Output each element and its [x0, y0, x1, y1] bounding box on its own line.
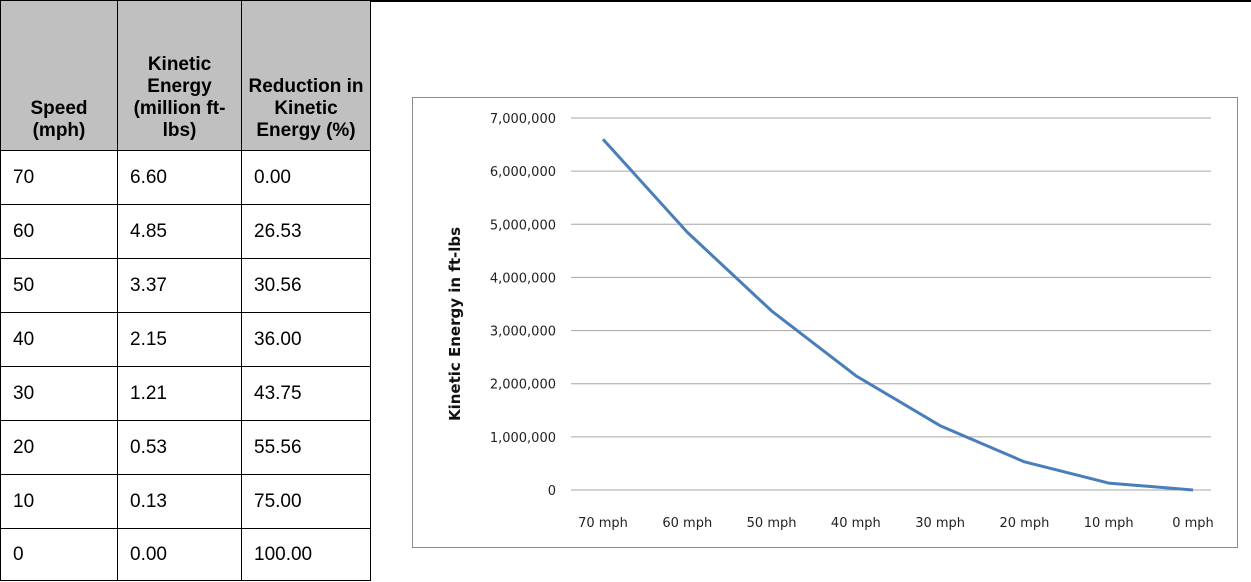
- x-tick-label: 40 mph: [831, 516, 881, 531]
- table-row: 60 4.85 26.53: [0, 204, 371, 259]
- y-tick-label: 1,000,000: [490, 431, 556, 446]
- cell-speed: 70: [0, 150, 118, 205]
- y-tick-label: 7,000,000: [490, 112, 556, 127]
- cell-reduction: 100.00: [241, 528, 371, 581]
- table-row: 40 2.15 36.00: [0, 312, 371, 367]
- cell-reduction: 43.75: [241, 366, 371, 421]
- y-axis-title: Kinetic Energy in ft-lbs: [446, 227, 464, 421]
- cell-speed: 40: [0, 312, 118, 367]
- cell-reduction: 0.00: [241, 150, 371, 205]
- table-row: 10 0.13 75.00: [0, 474, 371, 529]
- cell-kinetic-energy: 1.21: [117, 366, 242, 421]
- x-tick-label: 10 mph: [1084, 516, 1134, 531]
- table-row: 70 6.60 0.00: [0, 150, 371, 205]
- cell-speed: 30: [0, 366, 118, 421]
- table-row: 30 1.21 43.75: [0, 366, 371, 421]
- header-reduction: Reduction in Kinetic Energy (%): [241, 0, 371, 151]
- y-tick-label: 0: [548, 484, 556, 499]
- cell-reduction: 26.53: [241, 204, 371, 259]
- x-tick-label: 70 mph: [578, 516, 628, 531]
- cell-speed: 10: [0, 474, 118, 529]
- cell-speed: 60: [0, 204, 118, 259]
- header-speed: Speed (mph): [0, 0, 118, 151]
- cell-speed: 20: [0, 420, 118, 475]
- header-kinetic-energy: Kinetic Energy (million ft-lbs): [117, 0, 242, 151]
- chart-svg: 7,000,000 6,000,000 5,000,000 4,000,000 3,00…: [446, 112, 1214, 531]
- cell-kinetic-energy: 6.60: [117, 150, 242, 205]
- x-tick-label: 30 mph: [915, 516, 965, 531]
- top-rule: [0, 0, 1251, 2]
- y-tick-label: 2,000,000: [490, 378, 556, 393]
- kinetic-energy-chart: 7,000,000 6,000,000 5,000,000 4,000,000 3,00…: [412, 97, 1238, 548]
- cell-speed: 0: [0, 528, 118, 581]
- table-row: 20 0.53 55.56: [0, 420, 371, 475]
- y-tick-label: 6,000,000: [490, 165, 556, 180]
- table-row: 50 3.37 30.56: [0, 258, 371, 313]
- cell-speed: 50: [0, 258, 118, 313]
- series-layer: [601, 138, 1194, 492]
- x-axis-ticks: 70 mph 60 mph 50 mph 40 mph 30 mph 20 mph 10 m…: [578, 516, 1214, 531]
- y-tick-label: 5,000,000: [490, 218, 556, 233]
- series-line: [601, 138, 1194, 492]
- table-row: 0 0.00 100.00: [0, 528, 371, 581]
- x-tick-label: 50 mph: [747, 516, 797, 531]
- kinetic-energy-table: Speed (mph) Kinetic Energy (million ft-l…: [0, 0, 371, 581]
- cell-reduction: 55.56: [241, 420, 371, 475]
- cell-kinetic-energy: 4.85: [117, 204, 242, 259]
- y-tick-label: 3,000,000: [490, 325, 556, 340]
- cell-reduction: 30.56: [241, 258, 371, 313]
- cell-kinetic-energy: 0.13: [117, 474, 242, 529]
- grid-lines: [571, 117, 1211, 491]
- cell-reduction: 36.00: [241, 312, 371, 367]
- cell-kinetic-energy: 0.00: [117, 528, 242, 581]
- y-axis-ticks: 7,000,000 6,000,000 5,000,000 4,000,000 3,00…: [490, 112, 556, 499]
- cell-kinetic-energy: 2.15: [117, 312, 242, 367]
- table-header-row: Speed (mph) Kinetic Energy (million ft-l…: [0, 0, 371, 151]
- x-tick-label: 0 mph: [1172, 516, 1214, 531]
- x-tick-label: 60 mph: [662, 516, 712, 531]
- cell-reduction: 75.00: [241, 474, 371, 529]
- x-tick-label: 20 mph: [1000, 516, 1050, 531]
- y-tick-label: 4,000,000: [490, 271, 556, 286]
- cell-kinetic-energy: 0.53: [117, 420, 242, 475]
- cell-kinetic-energy: 3.37: [117, 258, 242, 313]
